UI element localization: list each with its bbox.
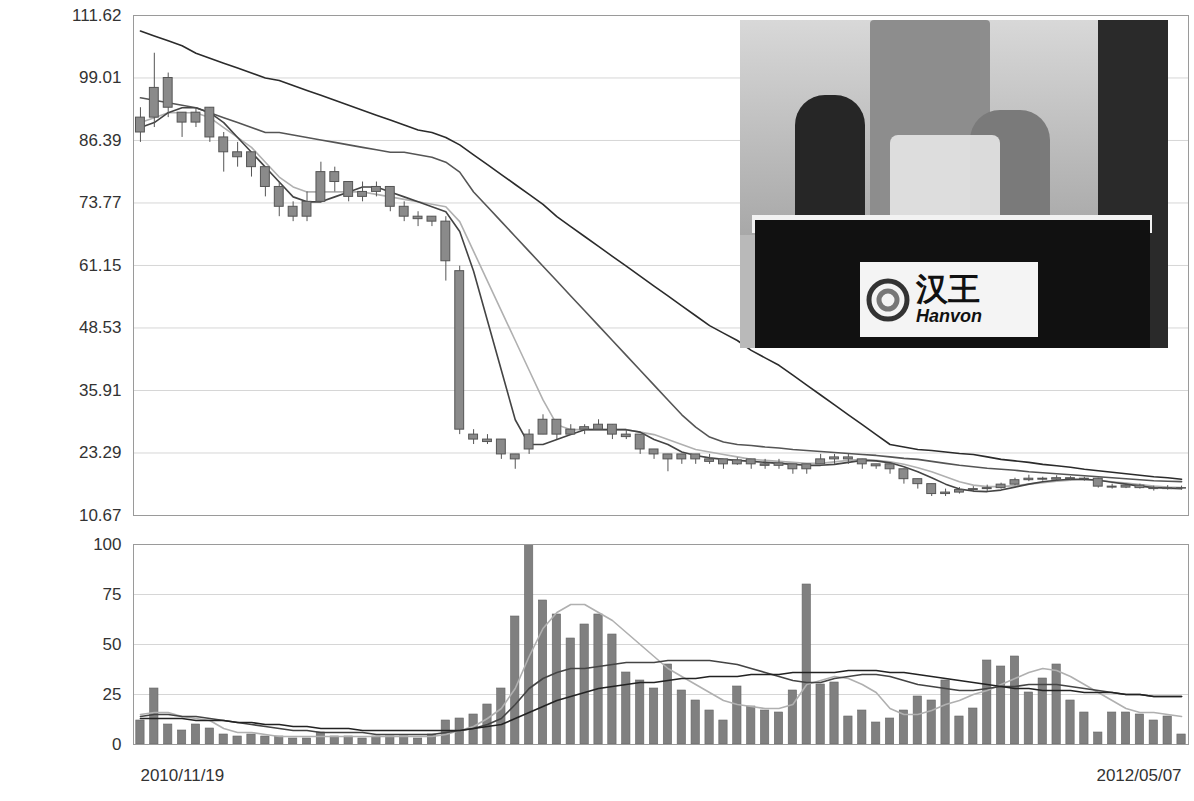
html-text:Hanvon: Hanvon xyxy=(916,305,982,326)
svg-text:10.67: 10.67 xyxy=(79,506,122,525)
svg-text:100: 100 xyxy=(93,535,121,554)
svg-text:25: 25 xyxy=(103,685,122,704)
html-text:汉王: 汉王 xyxy=(916,270,980,309)
svg-text:2012/05/07: 2012/05/07 xyxy=(1096,766,1181,785)
svg-text:0: 0 xyxy=(112,735,121,754)
svg-text:50: 50 xyxy=(103,635,122,654)
svg-text:111.62: 111.62 xyxy=(72,6,121,25)
svg-text:48.53: 48.53 xyxy=(79,318,122,337)
svg-text:35.91: 35.91 xyxy=(79,381,122,400)
svg-text:23.29: 23.29 xyxy=(79,443,122,462)
svg-text:86.39: 86.39 xyxy=(79,131,122,150)
svg-text:2010/11/19: 2010/11/19 xyxy=(140,766,224,785)
svg-text:73.77: 73.77 xyxy=(79,193,122,212)
svg-text:99.01: 99.01 xyxy=(79,68,122,87)
svg-text:75: 75 xyxy=(103,585,122,604)
svg-text:61.15: 61.15 xyxy=(79,256,122,275)
